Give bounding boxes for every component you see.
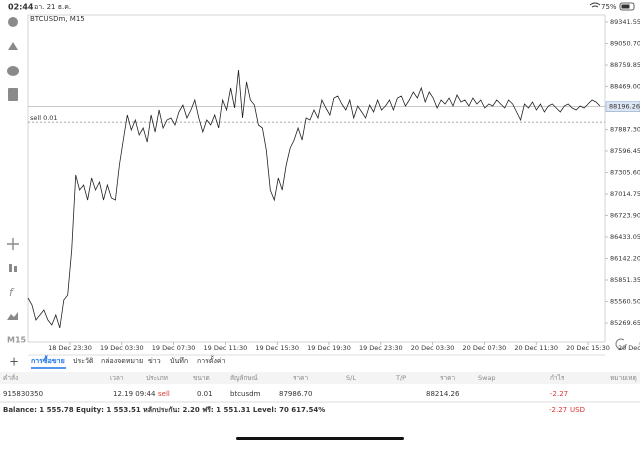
tab[interactable]: กล่องจดหมาย bbox=[101, 357, 143, 365]
table-cell[interactable]: sell bbox=[158, 390, 170, 398]
x-tick-label: 20 Dec 07:30 bbox=[463, 344, 507, 352]
table-cell[interactable]: 915830350 bbox=[3, 390, 43, 398]
new-icon[interactable] bbox=[8, 88, 18, 101]
y-tick-label: 89341.55 bbox=[610, 18, 640, 26]
price-line bbox=[27, 69, 601, 329]
x-tick-label: 19 Dec 11:30 bbox=[204, 344, 248, 352]
chart-type-icon[interactable] bbox=[9, 264, 12, 272]
x-tick-label: 19 Dec 19:30 bbox=[307, 344, 351, 352]
home-indicator bbox=[236, 437, 404, 440]
table-header: T/P bbox=[395, 374, 406, 382]
chat-icon[interactable] bbox=[7, 66, 19, 76]
x-tick-label: 20 Dec 11:30 bbox=[514, 344, 558, 352]
currency: USD bbox=[570, 406, 585, 414]
y-tick-label: 86142.20 bbox=[610, 254, 640, 262]
y-tick-label: 87305.60 bbox=[610, 169, 640, 177]
table-cell[interactable]: 0.01 bbox=[197, 390, 213, 398]
x-tick-label: 19 Dec 15:30 bbox=[255, 344, 299, 352]
y-tick-label: 86433.05 bbox=[610, 233, 640, 241]
table-cell[interactable]: -2.27 bbox=[550, 390, 568, 398]
x-tick-label: 19 Dec 23:30 bbox=[359, 344, 403, 352]
price-tag-label: 88196.26 bbox=[609, 103, 640, 111]
x-tick-label: 20 Dec 15:30 bbox=[566, 344, 610, 352]
table-header: ราคา bbox=[293, 374, 308, 382]
x-tick-label: 18 Dec 23:30 bbox=[48, 344, 92, 352]
tab[interactable]: บันทึก bbox=[170, 356, 188, 365]
table-header-bg bbox=[0, 372, 640, 384]
y-tick-label: 88469.00 bbox=[610, 83, 640, 91]
add-button[interactable]: + bbox=[9, 355, 19, 369]
battery-icon bbox=[619, 2, 635, 11]
tab[interactable]: การตั้งค่า bbox=[197, 354, 226, 365]
toolbar: f bbox=[7, 17, 19, 320]
symbol-label: BTCUSDm, M15 bbox=[30, 15, 85, 23]
plot-frame bbox=[27, 14, 606, 343]
table-header: กำไร bbox=[550, 374, 565, 382]
table-header: หมายเหตุ bbox=[610, 374, 637, 382]
table-header: เวลา bbox=[110, 374, 124, 382]
x-tick-label: 20 Dec 03:30 bbox=[411, 344, 455, 352]
chart-type-icon-b[interactable] bbox=[14, 266, 17, 272]
battery-level bbox=[621, 4, 630, 9]
y-tick-label: 85269.65 bbox=[610, 319, 640, 327]
x-tick-label: 19 Dec 07:30 bbox=[152, 344, 196, 352]
balance-summary: Balance: 1 555.78 Equity: 1 553.51 หลักป… bbox=[3, 406, 325, 414]
table-header: ราคา bbox=[440, 374, 455, 382]
table-header: คำสั่ง bbox=[3, 373, 18, 382]
x-tick-label: 19 Dec 03:30 bbox=[100, 344, 144, 352]
trade-icon[interactable] bbox=[8, 42, 18, 50]
table-cell[interactable]: 88214.26 bbox=[426, 390, 460, 398]
table-cell[interactable]: btcusdm bbox=[230, 390, 261, 398]
y-tick-label: 88759.85 bbox=[610, 61, 640, 69]
wifi-icon bbox=[589, 2, 601, 8]
table-header: ขนาด bbox=[193, 374, 210, 382]
sell-line-label: sell 0.01 bbox=[30, 114, 58, 122]
tab[interactable]: การซื้อขาย bbox=[31, 354, 65, 365]
table-header: สัญลักษณ์ bbox=[230, 374, 258, 382]
y-tick-label: 87014.75 bbox=[610, 190, 640, 198]
tab[interactable]: ประวัติ bbox=[73, 357, 94, 365]
status-date: อา. 21 ธ.ค. bbox=[34, 3, 71, 11]
y-tick-label: 85851.35 bbox=[610, 276, 640, 284]
y-tick-label: 85560.50 bbox=[610, 297, 640, 305]
x-tick-label: 20 Dec 19:30 bbox=[618, 344, 640, 352]
y-tick-label: 87596.45 bbox=[610, 147, 640, 155]
y-tick-label: 89050.70 bbox=[610, 40, 640, 48]
timeframe[interactable]: M15 bbox=[7, 336, 27, 345]
indicator-icon[interactable]: f bbox=[9, 286, 15, 299]
table-cell[interactable]: 87986.70 bbox=[279, 390, 312, 398]
settings-icon[interactable] bbox=[615, 338, 627, 350]
account-icon[interactable] bbox=[8, 17, 18, 27]
crosshair-icon[interactable] bbox=[7, 238, 19, 250]
status-time: 02:44 bbox=[8, 3, 34, 12]
table-cell[interactable]: 12.19 09:44 bbox=[113, 390, 156, 398]
tab[interactable]: ข่าว bbox=[148, 357, 161, 365]
table-header: S/L bbox=[346, 374, 356, 382]
total-profit: -2.27 bbox=[549, 406, 567, 414]
status-battery: 75% bbox=[601, 3, 617, 11]
table-header: ประเภท bbox=[146, 374, 168, 382]
y-tick-label: 86723.90 bbox=[610, 212, 640, 220]
table-header: Swap bbox=[478, 374, 496, 382]
objects-icon[interactable] bbox=[7, 312, 18, 320]
y-tick-label: 87887.30 bbox=[610, 126, 640, 134]
price-tag bbox=[605, 101, 640, 112]
